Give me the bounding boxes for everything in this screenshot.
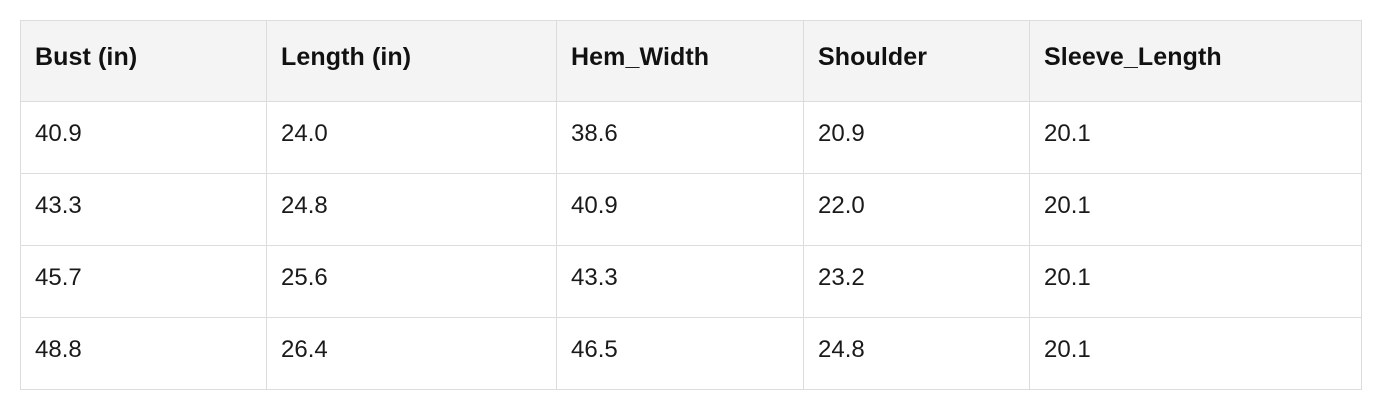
table-cell-value: 26.4 [281,335,328,363]
table-cell-value: 45.7 [35,263,82,291]
table-cell-bust: 48.8 [20,317,267,390]
table-cell-length: 25.6 [266,245,557,318]
table-cell-sleeve-length: 20.1 [1029,245,1362,318]
column-header-length: Length (in) [266,20,557,102]
table-cell-value: 24.8 [281,191,328,219]
measurements-table-container: Bust (in) Length (in) Hem_Width Shoulder… [20,20,1362,390]
table-cell-value: 40.9 [35,119,82,147]
table-cell-value: 24.8 [818,335,865,363]
table-row: 43.3 24.8 40.9 22.0 20.1 [20,173,1362,246]
table-cell-hem-width: 38.6 [556,101,804,174]
table-cell-value: 25.6 [281,263,328,291]
table-cell-hem-width: 46.5 [556,317,804,390]
table-cell-sleeve-length: 20.1 [1029,317,1362,390]
column-header-sleeve-length-label: Sleeve_Length [1044,42,1222,71]
column-header-shoulder: Shoulder [803,20,1030,102]
table-cell-bust: 40.9 [20,101,267,174]
table-cell-shoulder: 20.9 [803,101,1030,174]
table-cell-length: 24.8 [266,173,557,246]
table-header: Bust (in) Length (in) Hem_Width Shoulder… [20,20,1362,102]
table-cell-bust: 45.7 [20,245,267,318]
table-cell-value: 48.8 [35,335,82,363]
column-header-bust-label: Bust (in) [35,42,138,71]
table-cell-value: 24.0 [281,119,328,147]
table-cell-hem-width: 43.3 [556,245,804,318]
table-cell-value: 20.1 [1044,119,1091,147]
table-cell-bust: 43.3 [20,173,267,246]
table-body: 40.9 24.0 38.6 20.9 20.1 43.3 [20,101,1362,390]
table-row: 45.7 25.6 43.3 23.2 20.1 [20,245,1362,318]
column-header-bust: Bust (in) [20,20,267,102]
table-cell-shoulder: 24.8 [803,317,1030,390]
measurements-table: Bust (in) Length (in) Hem_Width Shoulder… [20,20,1362,390]
table-cell-value: 43.3 [571,263,618,291]
table-cell-value: 43.3 [35,191,82,219]
table-cell-value: 20.9 [818,119,865,147]
table-cell-shoulder: 22.0 [803,173,1030,246]
table-cell-value: 22.0 [818,191,865,219]
table-row: 40.9 24.0 38.6 20.9 20.1 [20,101,1362,174]
table-cell-sleeve-length: 20.1 [1029,173,1362,246]
column-header-hem-width: Hem_Width [556,20,804,102]
table-cell-hem-width: 40.9 [556,173,804,246]
table-cell-value: 38.6 [571,119,618,147]
table-row: 48.8 26.4 46.5 24.8 20.1 [20,317,1362,390]
table-cell-value: 40.9 [571,191,618,219]
table-cell-value: 20.1 [1044,335,1091,363]
table-cell-length: 26.4 [266,317,557,390]
column-header-sleeve-length: Sleeve_Length [1029,20,1362,102]
column-header-hem-width-label: Hem_Width [571,42,710,71]
table-cell-sleeve-length: 20.1 [1029,101,1362,174]
table-cell-value: 46.5 [571,335,618,363]
table-cell-value: 23.2 [818,263,865,291]
table-cell-value: 20.1 [1044,191,1091,219]
table-cell-length: 24.0 [266,101,557,174]
table-header-row: Bust (in) Length (in) Hem_Width Shoulder… [20,20,1362,102]
column-header-length-label: Length (in) [281,42,412,71]
column-header-shoulder-label: Shoulder [818,42,928,71]
table-cell-value: 20.1 [1044,263,1091,291]
table-cell-shoulder: 23.2 [803,245,1030,318]
